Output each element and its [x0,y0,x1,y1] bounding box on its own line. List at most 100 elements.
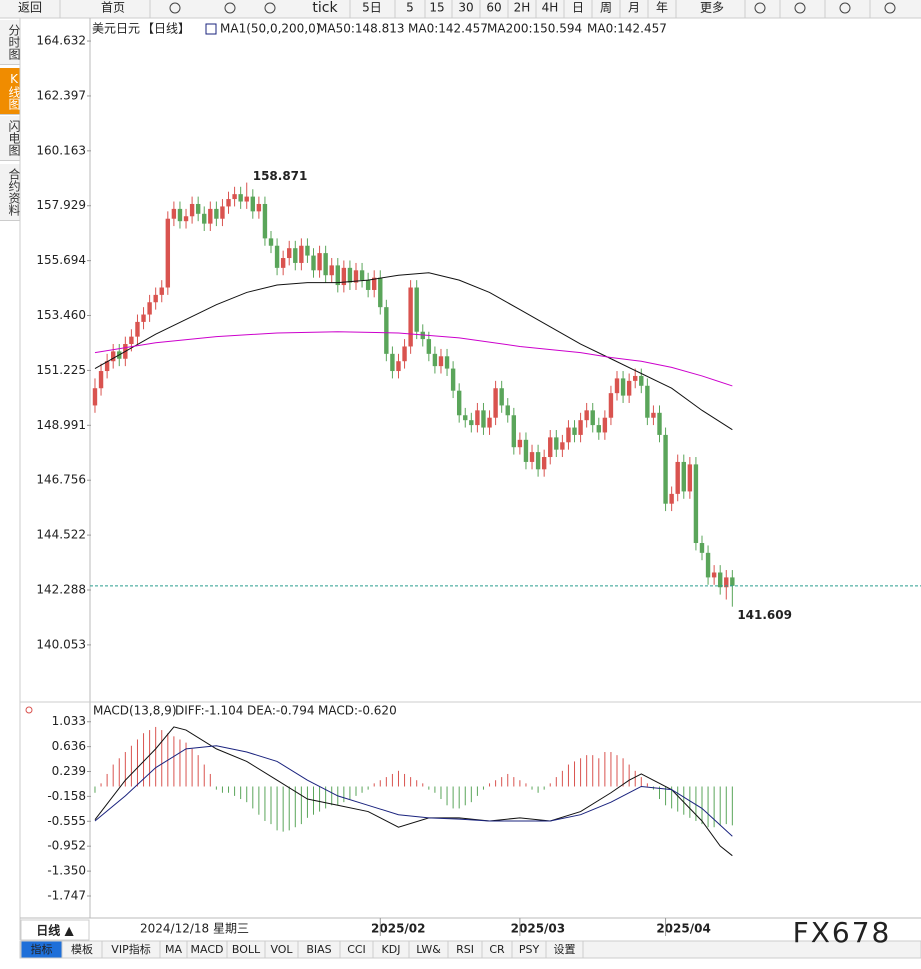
candle-body [384,307,389,354]
footer-tab[interactable]: CR [489,943,505,956]
candle-body [651,412,656,418]
candle-body [620,378,626,396]
toolbar-button[interactable]: 首页 [101,1,125,15]
toolbar-icon[interactable] [794,2,806,14]
toolbar-button[interactable]: 30 [458,1,473,15]
y-tick-label: -1.747 [47,889,86,903]
candle-body [299,245,304,263]
y-tick-label: 162.397 [36,88,86,102]
legend-entry: DEA:-0.794 [247,704,315,718]
toolbar-button[interactable]: 周 [600,1,612,15]
toolbar-button[interactable]: 15 [429,1,444,15]
candle-body [195,203,201,214]
toolbar-icon[interactable] [884,2,896,14]
candle-body [705,552,711,578]
candle-body [165,218,171,288]
toolbar-icon[interactable] [264,2,276,14]
footer-tab[interactable]: CCI [347,943,366,956]
footer-tab-bg [545,940,584,959]
candle-body [645,385,650,418]
footer-tab[interactable]: MA [165,943,182,956]
footer-tab[interactable]: LW& [416,943,441,956]
side-tab[interactable]: K线图 [0,68,21,115]
x-tick-label: 2025/02 [371,922,425,936]
side-tab[interactable]: 合约资料 [0,164,21,221]
legend-entry: MA200:150.594 [487,22,582,36]
high-annotation: 158.871 [253,169,308,183]
footer-tab[interactable]: BOLL [232,943,261,956]
toolbar-button[interactable]: 4H [542,1,559,15]
period-button[interactable]: 日线 ▲ [36,923,74,938]
candle-body [493,388,498,418]
footer-tab[interactable]: MACD [191,943,224,956]
y-tick-label: 157.929 [36,198,86,212]
candle-body [98,371,104,389]
candle-body [730,577,735,586]
footer-tab[interactable]: 指标 [31,942,53,956]
candle-body [311,255,316,271]
candle-body [202,213,207,224]
footer-tab[interactable]: VIP指标 [111,942,150,956]
toolbar-button[interactable]: 2H [514,1,531,15]
toolbar-icon[interactable] [754,2,766,14]
toolbar-button[interactable]: 更多 [700,1,724,15]
y-tick-label: 0.636 [52,739,86,753]
candle-body [699,543,705,553]
footer-tab[interactable]: KDJ [382,943,401,956]
candle-body [153,294,158,303]
candle-body [432,353,438,367]
footer-tab[interactable]: VOL [270,943,293,956]
candle-body [663,434,668,504]
candle-body [681,461,686,492]
toolbar-icon[interactable] [224,2,236,14]
footer-tab[interactable]: BIAS [306,943,331,956]
candle-body [481,410,486,428]
candle-body [529,452,535,462]
side-tab[interactable]: 分时图 [0,20,21,65]
toolbar-button[interactable]: 日 [572,1,584,15]
footer-tab[interactable]: 设置 [554,943,576,956]
candle-body [541,457,547,470]
y-tick-label: 142.288 [36,582,86,596]
toolbar-button[interactable]: tick [312,0,338,16]
toolbar-icon[interactable] [839,2,851,14]
candle-body [250,196,256,212]
period-box [20,919,90,941]
candle-body [414,287,419,332]
side-tab[interactable]: 闪电图 [0,116,21,161]
candle-body [110,351,116,362]
candle-body [487,417,492,428]
candle-body [390,353,395,372]
candle-body [566,427,571,443]
candle-body [499,388,504,406]
toolbar-button[interactable]: 返回 [18,1,42,15]
candle-body [438,356,444,367]
toolbar-button[interactable]: 5日 [362,1,382,15]
y-tick-label: 160.163 [36,143,86,157]
toolbar-icon[interactable] [169,2,181,14]
toolbar-button[interactable]: 年 [656,1,668,15]
candle-body [639,375,644,386]
candle-body [718,572,723,588]
toolbar-button[interactable]: 月 [628,1,640,15]
y-tick-label: 0.239 [52,764,86,778]
footer-tab[interactable]: 模板 [71,942,93,956]
candle-body [517,439,523,448]
candle-body [287,248,292,259]
candle-body [92,388,98,406]
toolbar-button[interactable]: 60 [486,1,501,15]
footer-tab[interactable]: RSI [456,943,474,956]
cursor-date: 2024/12/18 星期三 [140,922,249,936]
symbol: 美元日元 [92,22,140,36]
candle-body [626,380,632,396]
candle-body [584,410,589,421]
toolbar-button[interactable]: 5 [406,1,414,15]
candle-body [208,208,213,224]
y-tick-label: 155.694 [36,253,86,267]
candle-body [232,194,237,200]
y-tick-label: 144.522 [36,528,86,542]
footer-tab[interactable]: PSY [519,943,540,956]
candle-body [469,420,474,426]
candle-body [135,321,140,337]
